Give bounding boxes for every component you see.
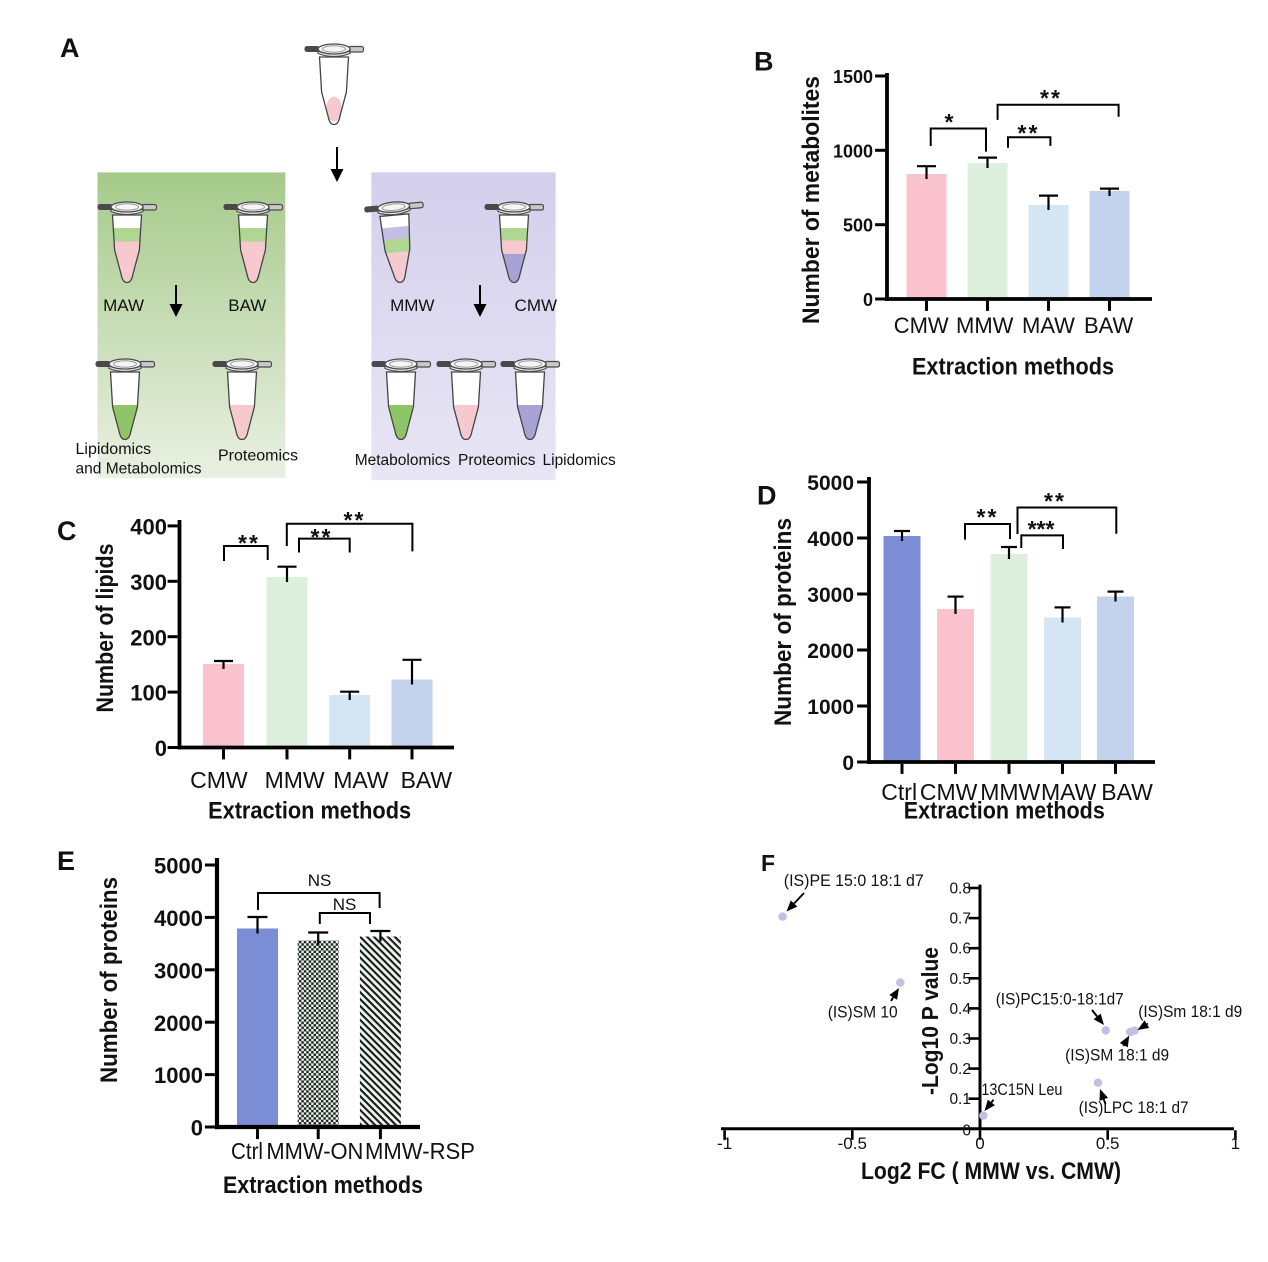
svg-text:0: 0 [191, 1116, 203, 1141]
svg-text:**: ** [1044, 488, 1066, 514]
svg-text:NS: NS [333, 895, 357, 914]
svg-text:MAW: MAW [333, 767, 389, 793]
svg-text:Proteomics: Proteomics [218, 447, 298, 464]
svg-text:2000: 2000 [807, 640, 854, 663]
svg-text:-0.5: -0.5 [838, 1134, 867, 1153]
svg-text:3000: 3000 [154, 958, 203, 983]
svg-text:Number of proteins: Number of proteins [96, 877, 123, 1083]
svg-text:0: 0 [842, 752, 854, 775]
svg-text:-Log10 P value: -Log10 P value [917, 947, 943, 1095]
svg-text:(IS)SM 18:1 d9: (IS)SM 18:1 d9 [1065, 1046, 1169, 1064]
svg-text:0.4: 0.4 [949, 1001, 971, 1018]
svg-text:(IS)PE 15:0 18:1 d7: (IS)PE 15:0 18:1 d7 [784, 872, 924, 890]
svg-text:0.6: 0.6 [949, 941, 971, 958]
svg-text:1000: 1000 [154, 1063, 203, 1088]
svg-text:0.5: 0.5 [1096, 1134, 1120, 1153]
svg-text:4000: 4000 [154, 906, 203, 931]
svg-text:BAW: BAW [1101, 779, 1153, 805]
svg-text:MAW: MAW [1022, 313, 1075, 338]
svg-text:**: ** [311, 524, 333, 550]
svg-text:-1: -1 [717, 1134, 732, 1153]
svg-text:(IS)Sm 18:1 d9: (IS)Sm 18:1 d9 [1138, 1003, 1242, 1021]
svg-text:13C15N Leu: 13C15N Leu [981, 1081, 1062, 1099]
svg-text:0.8: 0.8 [949, 881, 971, 898]
svg-text:Lipidomics: Lipidomics [76, 441, 152, 458]
svg-text:(IS)SM 10: (IS)SM 10 [828, 1004, 898, 1022]
svg-text:CMW: CMW [920, 779, 978, 805]
svg-text:F: F [761, 850, 775, 876]
svg-text:Extraction methods: Extraction methods [904, 798, 1105, 825]
svg-text:Ctrl: Ctrl [231, 1138, 263, 1164]
svg-text:0: 0 [155, 736, 167, 761]
svg-text:0.5: 0.5 [949, 971, 971, 988]
svg-text:5000: 5000 [807, 472, 854, 495]
svg-text:0.2: 0.2 [949, 1061, 971, 1078]
svg-text:B: B [754, 47, 774, 77]
svg-text:MAW: MAW [103, 296, 144, 315]
svg-text:1000: 1000 [833, 141, 873, 161]
svg-text:MAW: MAW [1041, 779, 1097, 805]
svg-text:CMW: CMW [190, 767, 248, 793]
svg-text:1: 1 [1231, 1134, 1240, 1153]
svg-text:0.7: 0.7 [949, 911, 971, 928]
svg-text:NS: NS [308, 871, 332, 890]
svg-text:0: 0 [962, 1122, 971, 1139]
svg-text:**: ** [977, 504, 999, 530]
svg-text:100: 100 [130, 681, 167, 706]
svg-text:200: 200 [130, 625, 167, 650]
svg-text:BAW: BAW [1084, 313, 1134, 338]
svg-text:1000: 1000 [807, 696, 854, 719]
svg-text:CMW: CMW [894, 313, 949, 338]
svg-text:3000: 3000 [807, 584, 854, 607]
svg-text:(IS)PC15:0-18:1d7: (IS)PC15:0-18:1d7 [996, 990, 1124, 1008]
svg-text:and Metabolomics: and Metabolomics [76, 461, 202, 478]
svg-text:MMW: MMW [980, 779, 1040, 805]
svg-text:**: ** [1018, 120, 1040, 146]
svg-text:MMW: MMW [265, 767, 325, 793]
svg-text:MMW-ON: MMW-ON [266, 1138, 363, 1164]
svg-text:MMW-RSP: MMW-RSP [365, 1138, 475, 1164]
svg-text:Extraction methods: Extraction methods [912, 354, 1114, 381]
svg-text:**: ** [344, 507, 366, 533]
svg-text:***: *** [1028, 516, 1055, 542]
svg-text:4000: 4000 [807, 528, 854, 551]
svg-text:E: E [57, 846, 75, 876]
svg-text:0: 0 [975, 1134, 984, 1153]
svg-text:(IS)LPC 18:1 d7: (IS)LPC 18:1 d7 [1079, 1099, 1189, 1117]
svg-text:Extraction methods: Extraction methods [223, 1172, 423, 1199]
svg-text:2000: 2000 [154, 1011, 203, 1036]
svg-text:Lipidomics: Lipidomics [543, 452, 616, 469]
svg-text:Number of metabolites: Number of metabolites [798, 76, 825, 324]
svg-text:Number of proteins: Number of proteins [770, 518, 797, 726]
svg-text:**: ** [238, 530, 260, 556]
svg-text:Metabolomics: Metabolomics [355, 452, 451, 469]
svg-text:0.1: 0.1 [949, 1091, 971, 1108]
svg-text:MMW: MMW [956, 313, 1014, 338]
svg-text:5000: 5000 [154, 854, 203, 879]
svg-text:0: 0 [863, 290, 873, 310]
svg-text:Extraction methods: Extraction methods [208, 798, 411, 825]
svg-text:Proteomics: Proteomics [458, 452, 536, 469]
svg-text:0.3: 0.3 [949, 1031, 971, 1048]
svg-text:Ctrl: Ctrl [881, 779, 917, 805]
svg-text:**: ** [1040, 85, 1062, 111]
svg-text:CMW: CMW [515, 296, 557, 315]
svg-text:C: C [57, 516, 77, 546]
svg-text:D: D [757, 481, 777, 511]
svg-text:BAW: BAW [401, 767, 453, 793]
svg-text:400: 400 [130, 515, 167, 540]
svg-text:*: * [945, 109, 956, 135]
svg-text:300: 300 [130, 570, 167, 595]
svg-text:Log2 FC ( MMW vs. CMW): Log2 FC ( MMW vs. CMW) [861, 1158, 1121, 1185]
svg-text:1500: 1500 [833, 67, 873, 87]
svg-text:Number of lipids: Number of lipids [92, 544, 119, 713]
svg-text:500: 500 [843, 216, 873, 236]
svg-text:A: A [60, 33, 80, 63]
svg-text:MMW: MMW [390, 296, 434, 315]
svg-text:BAW: BAW [228, 296, 266, 315]
